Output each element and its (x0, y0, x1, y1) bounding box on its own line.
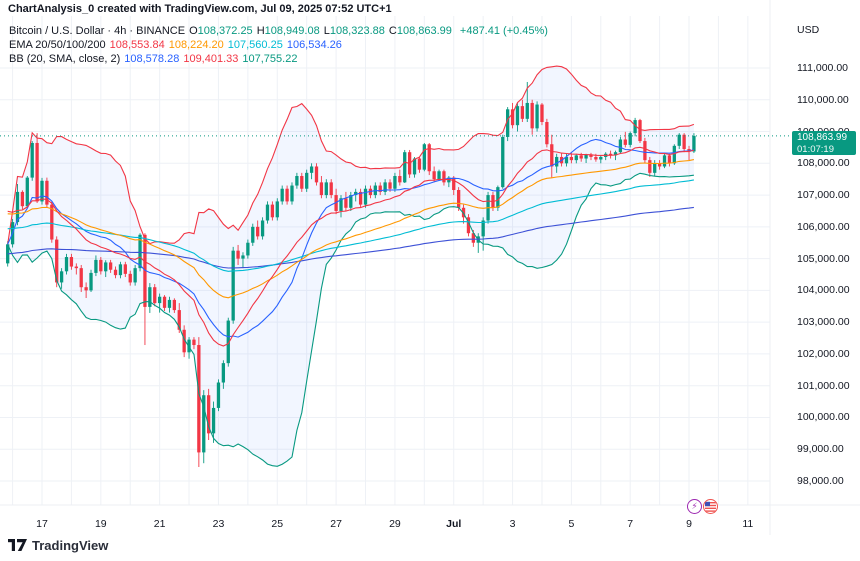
price-axis-label: 103,000.00 (797, 316, 850, 329)
ema-20-line (7, 146, 695, 347)
last-price-value: 108,863.99 (797, 132, 848, 144)
bb-upper-band (7, 65, 695, 245)
time-axis-label: 11 (742, 518, 754, 530)
bb-lower-band (7, 172, 694, 467)
change-value: +487.41 (+0.45%) (459, 25, 548, 37)
bb-values: 108,578.28 109,401.33 107,755.22 (124, 53, 301, 65)
last-price-badge: 108,863.99 01:07:19 (792, 131, 856, 156)
price-axis-label: 98,000.00 (797, 474, 844, 487)
time-axis-label: 7 (627, 518, 634, 530)
us-flag-glyph (705, 501, 716, 512)
time-axis-label: 21 (153, 518, 166, 530)
price-axis-label: 101,000.00 (797, 379, 850, 392)
ohlc-value: 108,863.99 (396, 25, 452, 37)
ohlc-letter: L (323, 25, 330, 37)
bb-indicator-label[interactable]: BB (20, SMA, close, 2) (9, 53, 121, 65)
indicator-value: 106,534.26 (286, 39, 342, 51)
price-axis[interactable]: USD 111,000.00110,000.00109,000.00108,00… (770, 0, 860, 505)
price-axis-label: 106,000.00 (797, 220, 850, 233)
ohlc-value: 108,323.88 (329, 25, 385, 37)
bb-fill (7, 66, 694, 467)
bb-basis (7, 138, 695, 338)
indicator-value: 108,578.28 (124, 53, 180, 65)
price-axis-label: 105,000.00 (797, 252, 850, 265)
chart-legend: Bitcoin / U.S. Dollar · 4h · BINANCE O108… (9, 24, 552, 66)
grid (0, 0, 860, 535)
price-axis-label: 99,000.00 (797, 443, 844, 456)
chart-area[interactable]: Bitcoin / U.S. Dollar · 4h · BINANCE O108… (0, 0, 860, 535)
time-axis-label: 3 (509, 518, 516, 530)
price-axis-label: 111,000.00 (797, 62, 848, 74)
price-axis-label: 102,000.00 (797, 347, 850, 360)
legend-ema-row[interactable]: EMA 20/50/100/200 108,553.84 108,224.20 107… (9, 38, 552, 52)
candlestick-chart[interactable] (0, 0, 860, 535)
tradingview-logo (8, 539, 27, 551)
ohlc-letter: C (388, 25, 397, 37)
symbol-title[interactable]: Bitcoin / U.S. Dollar · 4h · BINANCE (9, 25, 186, 37)
indicator-value: 107,560.25 (227, 39, 283, 51)
time-axis-label: 27 (330, 518, 342, 530)
price-axis-label: 107,000.00 (797, 189, 850, 202)
bar-countdown: 01:07:19 (797, 144, 834, 156)
ohlc-letter: H (256, 25, 265, 37)
page-title: ChartAnalysis_0 created with TradingView… (8, 3, 392, 15)
price-axis-label: 104,000.00 (797, 284, 850, 297)
ema-indicator-label[interactable]: EMA 20/50/100/200 (9, 39, 106, 51)
time-axis-label: 9 (686, 518, 692, 530)
time-axis-label: 25 (271, 518, 284, 530)
time-axis-label: Jul (446, 518, 462, 530)
ohlc-value: 108,372.25 (197, 25, 253, 37)
indicator-value: 108,224.20 (168, 39, 224, 51)
legend-symbol-row[interactable]: Bitcoin / U.S. Dollar · 4h · BINANCE O108… (9, 24, 552, 38)
us-flag-event-icon[interactable] (703, 499, 718, 514)
currency-label: USD (797, 24, 820, 36)
ema-values: 108,553.84 108,224.20 107,560.25 106,534.26 (110, 39, 346, 51)
ohlc-value: 108,949.08 (264, 25, 320, 37)
time-axis-label: 23 (212, 518, 225, 530)
time-axis[interactable]: 17 19 21 23 25 27 29 Jul 3 5 7 9 11 (0, 505, 770, 535)
time-axis-label: 19 (94, 518, 107, 530)
time-axis-label: 29 (389, 518, 401, 530)
price-axis-label: 110,000.00 (797, 93, 849, 106)
candles (6, 81, 696, 468)
lightning-event-icon[interactable]: ⚡ (687, 499, 702, 514)
ohlc-letter: O (189, 25, 198, 37)
price-axis-label: 108,000.00 (797, 157, 850, 170)
indicator-value: 109,401.33 (183, 53, 239, 65)
indicator-value: 107,755.22 (242, 53, 298, 65)
time-axis-label: 5 (568, 518, 575, 530)
price-axis-label: 100,000.00 (797, 411, 850, 424)
brand-name: TradingView (32, 537, 109, 553)
ohlc-values: O108,372.25 H108,949.08 L108,323.88 C108,86… (189, 25, 456, 37)
legend-bb-row[interactable]: BB (20, SMA, close, 2) 108,578.28 109,401.… (9, 52, 552, 66)
ema-50-line (7, 159, 695, 299)
tradingview-footer[interactable]: TradingView (8, 537, 108, 553)
indicator-value: 108,553.84 (109, 39, 165, 51)
time-axis-label: 17 (36, 518, 48, 530)
ema-200-line (7, 206, 694, 269)
